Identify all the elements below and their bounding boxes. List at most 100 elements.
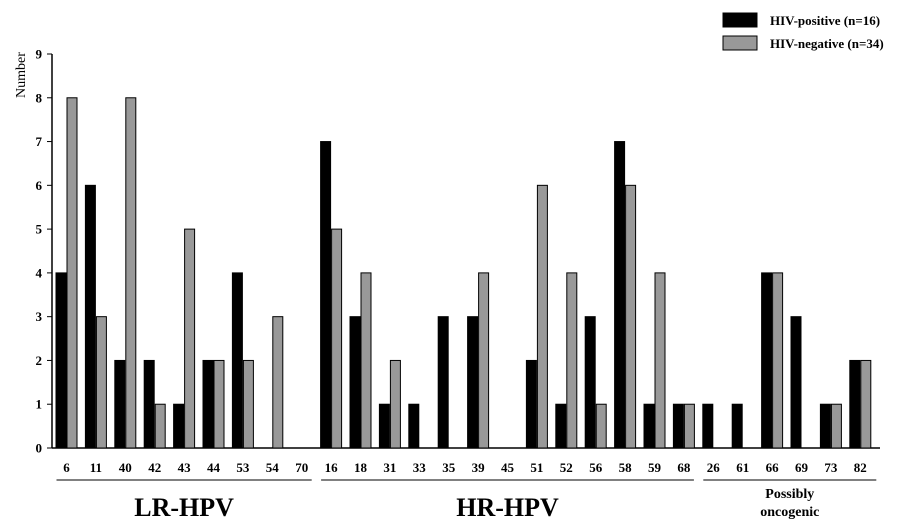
y-tick-label: 1: [36, 397, 43, 412]
bar-hiv-negative-66: [772, 272, 784, 449]
x-tick-label-69: 69: [795, 460, 809, 475]
y-tick-label: 3: [36, 309, 43, 324]
bar-hiv-negative-6: [66, 97, 78, 449]
group-label: LR-HPV: [134, 493, 234, 522]
y-tick-label: 0: [36, 441, 43, 456]
bar-hiv-positive-73: [819, 403, 831, 449]
x-tick-label-42: 42: [148, 460, 161, 475]
y-tick-label: 4: [36, 265, 43, 280]
bar-hiv-positive-31: [378, 403, 390, 449]
legend-label-hiv-positive: HIV-positive (n=16): [770, 13, 880, 28]
x-tick-label-58: 58: [619, 460, 633, 475]
bar-hiv-positive-11: [84, 184, 96, 449]
bar-hiv-negative-11: [95, 316, 107, 449]
x-tick-label-56: 56: [589, 460, 603, 475]
x-tick-label-39: 39: [472, 460, 486, 475]
bar-hiv-positive-43: [173, 403, 185, 449]
bar-hiv-positive-66: [761, 272, 773, 449]
bar-hiv-positive-53: [231, 272, 243, 449]
x-tick-label-35: 35: [442, 460, 456, 475]
bar-hiv-positive-69: [790, 316, 802, 449]
bar-hiv-positive-16: [320, 141, 332, 449]
bar-hiv-negative-39: [478, 272, 490, 449]
y-tick-labels: 0 1 2 3 4 5 6 7 8 9: [36, 47, 52, 456]
x-tick-label-18: 18: [354, 460, 368, 475]
bar-hiv-positive-59: [643, 403, 655, 449]
legend-swatch-hiv-negative: [722, 35, 758, 51]
x-tick-label-16: 16: [325, 460, 339, 475]
y-tick-label: 7: [36, 134, 43, 149]
bar-hiv-positive-6: [55, 272, 67, 449]
bar-hiv-positive-56: [584, 316, 596, 449]
bar-hiv-negative-18: [360, 272, 372, 449]
y-tick-label: 5: [36, 222, 43, 237]
y-tick-label: 6: [36, 178, 43, 193]
bar-hiv-negative-16: [331, 228, 343, 449]
bar-hiv-negative-54: [272, 316, 284, 449]
bar-hiv-positive-26: [702, 403, 714, 449]
bar-hiv-positive-68: [672, 403, 684, 449]
y-axis-label: Number: [14, 52, 29, 98]
x-tick-label-52: 52: [560, 460, 573, 475]
category-groups: LR-HPV HR-HPV Possibly oncogenic: [56, 479, 877, 522]
x-tick-label-54: 54: [266, 460, 280, 475]
bar-hiv-negative-53: [242, 359, 254, 449]
y-tick-label: 9: [36, 47, 43, 62]
bar-hiv-positive-82: [849, 359, 861, 449]
legend-swatch-hiv-positive: [722, 12, 758, 28]
x-tick-label-61: 61: [736, 460, 749, 475]
bar-hiv-negative-58: [625, 184, 637, 449]
x-tick-label-40: 40: [119, 460, 132, 475]
x-tick-label-68: 68: [677, 460, 691, 475]
bar-hiv-positive-61: [731, 403, 743, 449]
group-label: oncogenic: [760, 505, 819, 520]
bar-hiv-negative-68: [683, 403, 695, 449]
bar-hiv-negative-42: [154, 403, 166, 449]
x-tick-label-33: 33: [413, 460, 427, 475]
x-tick-label-59: 59: [648, 460, 662, 475]
bar-hiv-positive-52: [555, 403, 567, 449]
bar-hiv-negative-40: [125, 97, 137, 449]
bar-hiv-negative-56: [595, 403, 607, 449]
bar-hiv-negative-44: [213, 359, 225, 449]
bar-hiv-positive-51: [525, 359, 537, 449]
y-tick-label: 2: [36, 353, 43, 368]
bar-hiv-negative-31: [389, 359, 401, 449]
bar-hiv-positive-33: [408, 403, 420, 449]
x-tick-label-43: 43: [178, 460, 192, 475]
bar-hiv-positive-39: [467, 316, 479, 449]
legend-label-hiv-negative: HIV-negative (n=34): [770, 36, 884, 51]
group-label: Possibly: [765, 487, 814, 502]
axes: [51, 54, 880, 449]
bar-hiv-negative-51: [536, 184, 548, 449]
x-tick-label-26: 26: [707, 460, 721, 475]
x-tick-labels: 6 11 40 42 43 44 53 54 70 16 18 31 33 35 39 45 51 52 56 58 5…: [63, 460, 867, 475]
bars: [55, 97, 872, 449]
x-tick-label-45: 45: [501, 460, 515, 475]
bar-hiv-negative-73: [830, 403, 842, 449]
bar-hiv-positive-35: [437, 316, 449, 449]
x-tick-label-70: 70: [295, 460, 308, 475]
bar-hiv-negative-82: [860, 359, 872, 449]
x-tick-label-11: 11: [90, 460, 102, 475]
bar-hiv-negative-59: [654, 272, 666, 449]
x-tick-label-44: 44: [207, 460, 221, 475]
bar-hiv-positive-44: [202, 359, 214, 449]
bar-hiv-negative-43: [184, 228, 196, 449]
x-tick-label-31: 31: [383, 460, 396, 475]
bar-hiv-positive-42: [143, 359, 155, 449]
bar-hiv-negative-52: [566, 272, 578, 449]
x-tick-label-6: 6: [63, 460, 70, 475]
legend: HIV-positive (n=16) HIV-negative (n=34): [722, 12, 884, 51]
group-label: HR-HPV: [456, 493, 559, 522]
bar-hiv-positive-58: [614, 141, 626, 449]
x-tick-label-73: 73: [824, 460, 838, 475]
x-tick-label-51: 51: [530, 460, 543, 475]
x-tick-label-82: 82: [854, 460, 867, 475]
y-tick-label: 8: [36, 90, 43, 105]
bar-hiv-positive-40: [114, 359, 126, 449]
bar-hiv-positive-18: [349, 316, 361, 449]
x-tick-label-53: 53: [236, 460, 250, 475]
x-tick-label-66: 66: [766, 460, 780, 475]
